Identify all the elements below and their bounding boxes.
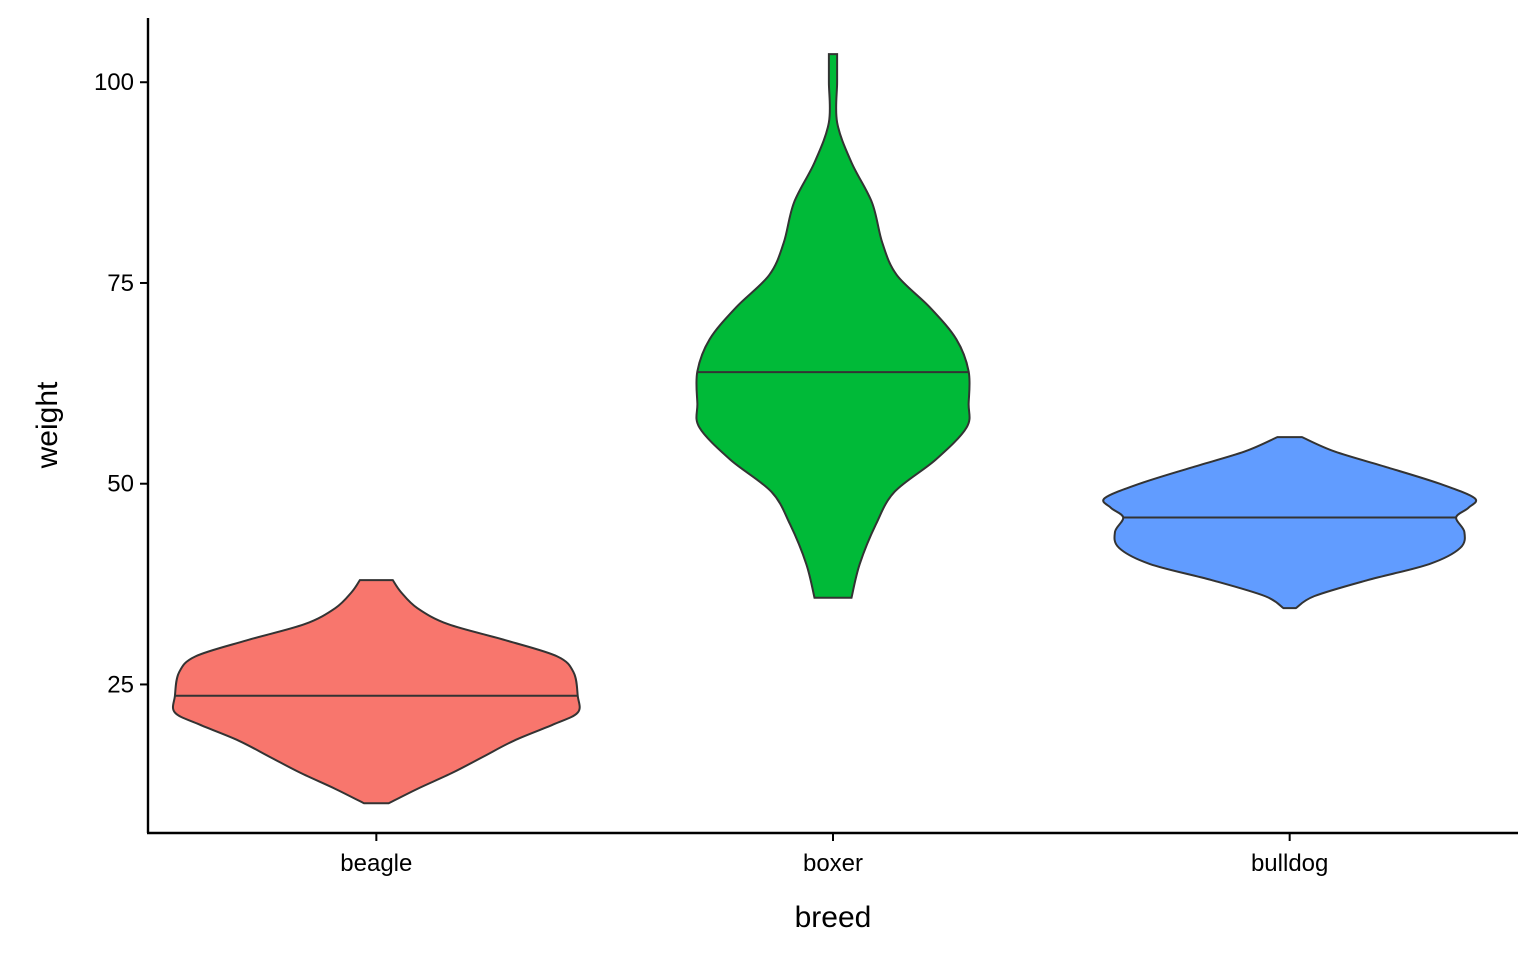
x-tick-label: bulldog (1251, 850, 1328, 877)
y-tick-label: 50 (107, 471, 134, 498)
x-tick-label: boxer (803, 850, 863, 877)
y-tick-label: 25 (107, 671, 134, 698)
y-tick-label: 100 (94, 69, 134, 96)
y-tick-label: 75 (107, 270, 134, 297)
x-tick-label: beagle (340, 850, 412, 877)
y-ticks: 25 50 75 100 (94, 69, 148, 698)
x-ticks: beagle boxer bulldog (340, 833, 1328, 877)
violin-beagle (171, 579, 581, 805)
violins-layer (171, 53, 1478, 805)
y-axis-title: weight (31, 381, 64, 469)
violin-bulldog (1102, 436, 1478, 610)
x-axis-title: breed (795, 901, 872, 934)
violin-boxer (695, 53, 971, 599)
